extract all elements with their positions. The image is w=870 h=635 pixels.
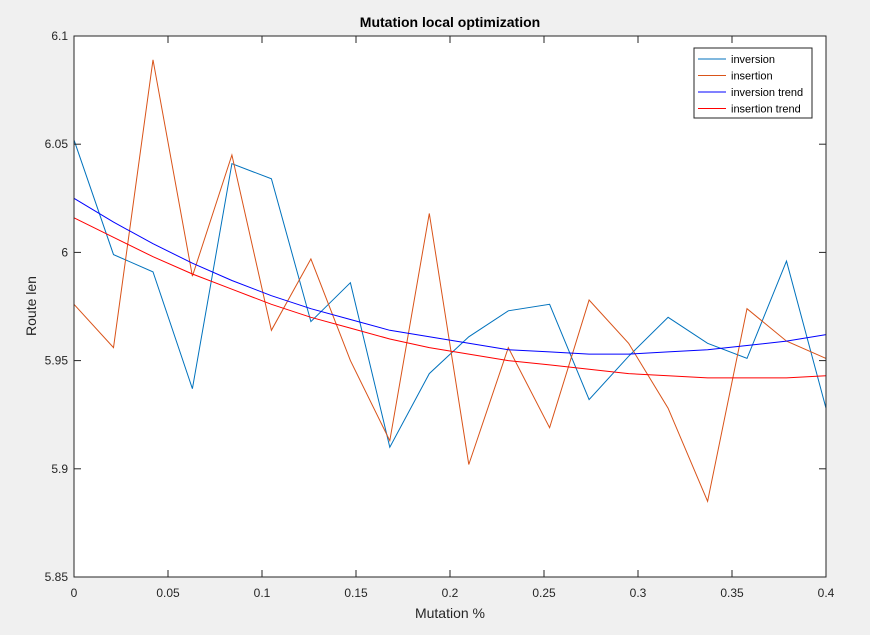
legend-label: insertion (731, 71, 773, 83)
y-tick-label: 6.1 (51, 29, 68, 43)
x-tick-label: 0.25 (532, 586, 556, 600)
x-axis-label: Mutation % (415, 605, 485, 621)
series-line-inversion-trend (73, 197, 827, 355)
legend-label: inversion (731, 54, 775, 66)
y-tick-label: 5.85 (45, 570, 69, 584)
chart-title: Mutation local optimization (360, 14, 540, 30)
legend: inversion insertion inversion trend inserti… (693, 47, 813, 119)
x-tick-label: 0.3 (630, 586, 647, 600)
plot-area (74, 36, 826, 577)
legend-box (693, 47, 813, 119)
y-tick-label: 5.95 (45, 354, 69, 368)
series-line-insertion-trend (73, 217, 827, 379)
x-tick-label: 0.35 (720, 586, 744, 600)
series-line-insertion (73, 59, 827, 503)
series-layer (73, 59, 827, 503)
y-axis-label: Route len (23, 276, 39, 336)
legend-label: inversion trend (731, 87, 803, 99)
y-tick-label: 6 (61, 245, 68, 259)
y-tick-label: 6.05 (45, 137, 69, 151)
ticks-layer: 0 0.05 0.1 0.15 0.2 0.25 0.3 0.35 0.4 5.85 5.9 5.95… (45, 29, 835, 600)
y-tick-label: 5.9 (51, 462, 68, 476)
x-tick-label: 0 (71, 586, 78, 600)
x-tick-label: 0.15 (344, 586, 368, 600)
x-tick-label: 0.2 (442, 586, 459, 600)
x-tick-label: 0.05 (156, 586, 180, 600)
x-tick-label: 0.4 (818, 586, 835, 600)
x-tick-label: 0.1 (254, 586, 271, 600)
legend-label: insertion trend (731, 104, 801, 116)
series-line-inversion (73, 139, 827, 449)
